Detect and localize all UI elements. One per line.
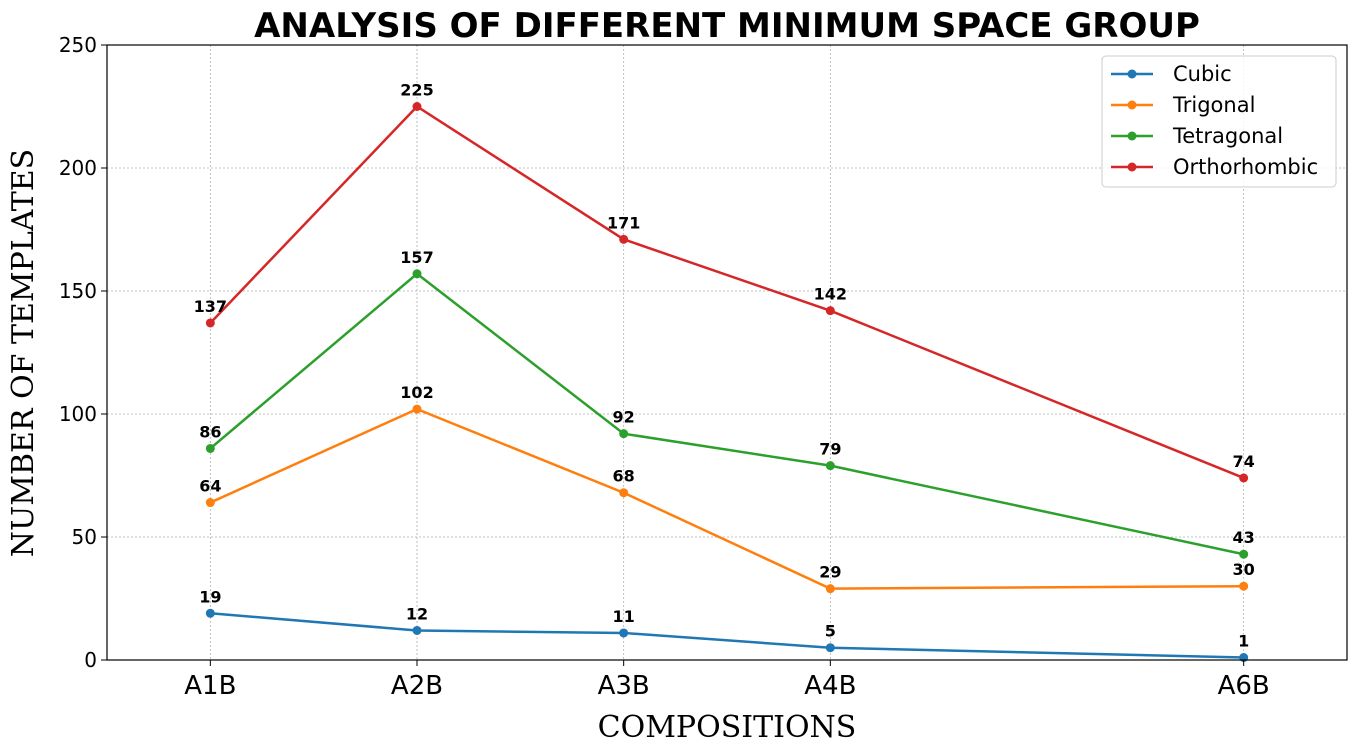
data-point-tetragonal bbox=[1239, 549, 1249, 559]
data-point-tetragonal bbox=[205, 443, 215, 453]
y-axis-title: NUMBER OF TEMPLATES bbox=[6, 149, 41, 558]
x-tick-label: A1B bbox=[184, 671, 236, 701]
data-point-cubic bbox=[412, 625, 422, 635]
data-labels: 19 12 11 5 1 64 102 68 29 30 86 157 92 79 43 137 225 171 1… bbox=[194, 81, 1255, 651]
data-label: 30 bbox=[1233, 560, 1255, 579]
data-point-cubic bbox=[619, 628, 629, 638]
data-label: 171 bbox=[607, 213, 640, 232]
series-line-orthorhombic bbox=[209, 104, 1245, 480]
data-point-trigonal bbox=[825, 584, 835, 594]
data-point-orthorhombic bbox=[825, 306, 835, 316]
data-label: 79 bbox=[819, 440, 841, 459]
data-point-orthorhombic bbox=[619, 234, 629, 244]
chart-title: ANALYSIS OF DIFFERENT MINIMUM SPACE GROU… bbox=[254, 6, 1200, 46]
data-point-trigonal bbox=[412, 404, 422, 414]
data-point-orthorhombic bbox=[412, 102, 422, 111]
legend: Cubic Trigonal Tetragonal Orthorhombic bbox=[1101, 55, 1337, 188]
data-label: 1 bbox=[1238, 632, 1249, 651]
y-tick-label: 0 bbox=[84, 648, 97, 672]
series-line-trigonal bbox=[209, 407, 1244, 590]
y-tick-label: 100 bbox=[59, 402, 97, 426]
data-point-tetragonal bbox=[412, 269, 422, 279]
y-tick-label: 150 bbox=[59, 279, 97, 303]
data-point-cubic bbox=[205, 608, 215, 618]
legend-label: Orthorhombic bbox=[1173, 155, 1318, 179]
data-label: 102 bbox=[400, 383, 433, 402]
x-tick-label: A6B bbox=[1218, 671, 1270, 701]
data-label: 86 bbox=[199, 422, 221, 441]
data-label: 68 bbox=[613, 467, 635, 486]
data-label: 74 bbox=[1233, 452, 1255, 471]
x-axis-title: COMPOSITIONS bbox=[598, 710, 857, 745]
data-label: 137 bbox=[194, 297, 227, 316]
data-label: 29 bbox=[819, 563, 841, 582]
legend-label: Tetragonal bbox=[1172, 124, 1283, 148]
data-label: 142 bbox=[814, 285, 847, 304]
legend-label: Trigonal bbox=[1172, 93, 1255, 117]
x-tick-label: A3B bbox=[598, 671, 650, 701]
y-tick-label: 200 bbox=[59, 156, 97, 180]
data-label: 43 bbox=[1233, 528, 1255, 547]
data-point-trigonal bbox=[619, 488, 629, 498]
x-axis: A1B A2B A3B A4B A6B bbox=[184, 660, 1270, 701]
data-point-trigonal bbox=[1239, 581, 1249, 591]
data-point-orthorhombic bbox=[205, 318, 215, 328]
series-layer bbox=[205, 102, 1249, 663]
data-label: 64 bbox=[199, 477, 221, 496]
data-label: 12 bbox=[406, 604, 428, 623]
legend-box bbox=[1101, 55, 1337, 188]
data-point-trigonal bbox=[205, 498, 215, 508]
y-tick-label: 250 bbox=[59, 33, 97, 57]
y-tick-label: 50 bbox=[72, 525, 97, 549]
series-line-cubic bbox=[210, 612, 1244, 659]
legend-marker bbox=[1127, 131, 1137, 141]
y-axis: 0 50 100 150 200 250 bbox=[59, 33, 107, 672]
legend-marker bbox=[1127, 69, 1137, 79]
legend-marker bbox=[1127, 100, 1137, 110]
data-point-tetragonal bbox=[825, 461, 835, 471]
data-label: 225 bbox=[400, 81, 433, 100]
legend-label: Cubic bbox=[1173, 62, 1232, 86]
data-point-tetragonal bbox=[619, 429, 629, 439]
data-label: 157 bbox=[400, 248, 433, 267]
legend-marker bbox=[1127, 162, 1137, 172]
data-point-cubic bbox=[825, 643, 835, 653]
x-tick-label: A4B bbox=[804, 671, 856, 701]
data-label: 19 bbox=[199, 587, 221, 606]
data-label: 92 bbox=[613, 408, 635, 427]
data-point-orthorhombic bbox=[1239, 473, 1249, 483]
data-label: 5 bbox=[825, 622, 836, 641]
x-tick-label: A2B bbox=[391, 671, 443, 701]
plot-frame bbox=[106, 44, 1348, 661]
data-label: 11 bbox=[613, 607, 635, 626]
